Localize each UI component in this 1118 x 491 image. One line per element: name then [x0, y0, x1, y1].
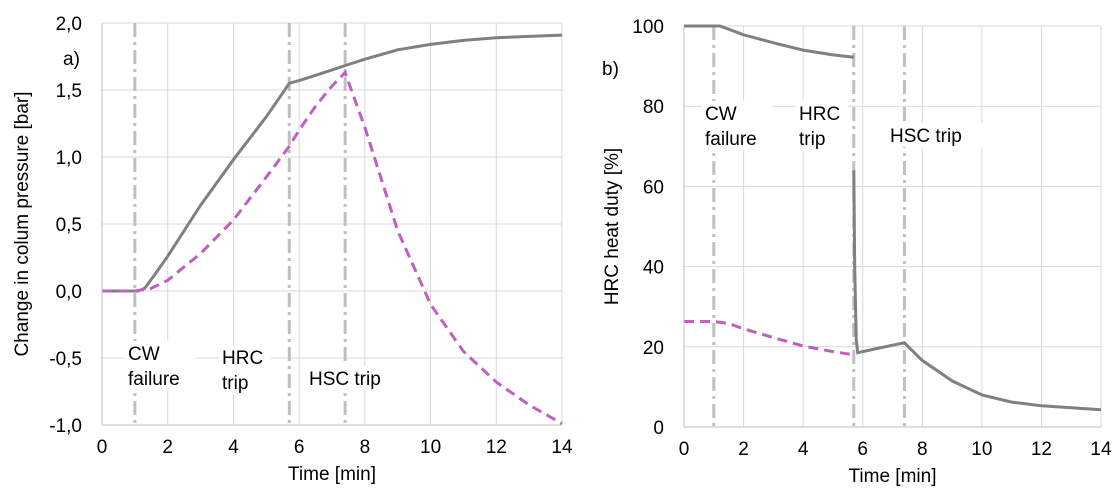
- dashed-series-line: [684, 320, 855, 357]
- x-axis-label: Time [min]: [288, 464, 376, 485]
- annotation-background: [796, 101, 848, 151]
- x-tick-label: 10: [420, 437, 441, 458]
- annotation-background: [887, 123, 987, 147]
- event-annotation-text: HRC: [799, 104, 840, 125]
- event-annotations: CW failure HRC trip HSC trip: [125, 341, 416, 395]
- dashed-series-line: [102, 69, 563, 426]
- solid-series-line: [102, 33, 563, 293]
- x-tick-label: 14: [551, 437, 573, 458]
- event-annotation-text: CW: [705, 104, 737, 125]
- event-annotation-text: failure: [705, 129, 757, 150]
- event-annotation: CW failure: [125, 341, 195, 391]
- event-annotation: CW failure: [702, 101, 772, 151]
- y-tick-label: 0,5: [56, 215, 82, 236]
- y-tick-label: 20: [643, 338, 664, 359]
- event-annotation-text: HSC trip: [890, 126, 962, 147]
- panel-b-heat-duty-chart: CW failure HRC trip HSC trip 0 20 40 60 80 100 0 2 4 6…: [602, 17, 1112, 487]
- solid-series-line: [852, 170, 1102, 412]
- y-tick-label: 60: [643, 177, 664, 198]
- y-tick-label: 40: [643, 258, 664, 279]
- event-annotation-text: HSC trip: [309, 369, 381, 390]
- event-annotation-text: HRC: [222, 348, 263, 369]
- panel-label: a): [63, 49, 80, 70]
- panel-label: b): [602, 59, 619, 80]
- y-tick-label: 0,0: [56, 282, 82, 303]
- y-tick-label: -1,0: [49, 416, 82, 437]
- axes: 0 20 40 60 80 100 0 2 4 6 8 10 12 14 Time [min] HRC hea…: [602, 17, 1112, 487]
- x-axis-label: Time [min]: [849, 466, 937, 487]
- event-lines: [712, 26, 906, 427]
- x-tick-label: 6: [294, 437, 305, 458]
- x-tick-label: 6: [857, 439, 868, 460]
- y-tick-label: 2,0: [56, 14, 82, 35]
- y-tick-label: -0,5: [49, 349, 82, 370]
- event-annotations: CW failure HRC trip HSC trip: [702, 101, 987, 151]
- event-annotation: HSC trip: [887, 123, 987, 147]
- event-annotation-text: failure: [128, 369, 180, 390]
- event-annotation-text: CW: [128, 344, 160, 365]
- solid-series-line: [684, 24, 854, 59]
- y-tick-label: 80: [643, 97, 664, 118]
- event-annotation-text: trip: [222, 373, 248, 394]
- x-tick-label: 8: [917, 439, 928, 460]
- y-tick-label: 100: [632, 17, 664, 38]
- y-tick-label: 1,0: [56, 148, 82, 169]
- x-tick-label: 4: [798, 439, 809, 460]
- series: [102, 33, 563, 426]
- annotation-background: [219, 345, 271, 395]
- x-tick-label: 14: [1090, 439, 1112, 460]
- annotation-background: [306, 366, 416, 390]
- x-tick-label: 12: [1031, 439, 1052, 460]
- annotation-background: [702, 101, 772, 151]
- event-annotation-text: trip: [799, 129, 825, 150]
- series: [684, 24, 1102, 412]
- gridlines: [101, 22, 563, 426]
- event-annotation: HSC trip: [306, 366, 416, 390]
- x-tick-label: 2: [738, 439, 749, 460]
- x-tick-label: 4: [228, 437, 239, 458]
- panel-a-pressure-chart: CW failure HRC trip HSC trip -1,0 -0,5 0,0 0,5 1,…: [12, 14, 573, 485]
- event-annotation: HRC trip: [796, 101, 848, 151]
- annotation-background: [125, 341, 195, 391]
- x-tick-label: 2: [162, 437, 173, 458]
- event-annotation: HRC trip: [219, 345, 271, 395]
- axes: -1,0 -0,5 0,0 0,5 1,0 1,5 2,0 0 2 4 6 8 10 12 14 Time […: [12, 14, 573, 485]
- y-tick-label: 1,5: [56, 81, 82, 102]
- gridlines: [683, 25, 1102, 428]
- x-tick-label: 12: [486, 437, 507, 458]
- y-axis-label: Change in colum pressure [bar]: [12, 91, 33, 356]
- y-axis-label: HRC heat duty [%]: [602, 148, 623, 305]
- x-tick-label: 0: [679, 439, 690, 460]
- x-tick-label: 10: [971, 439, 992, 460]
- x-tick-label: 0: [97, 437, 108, 458]
- y-tick-label: 0: [653, 418, 664, 439]
- x-tick-label: 8: [360, 437, 371, 458]
